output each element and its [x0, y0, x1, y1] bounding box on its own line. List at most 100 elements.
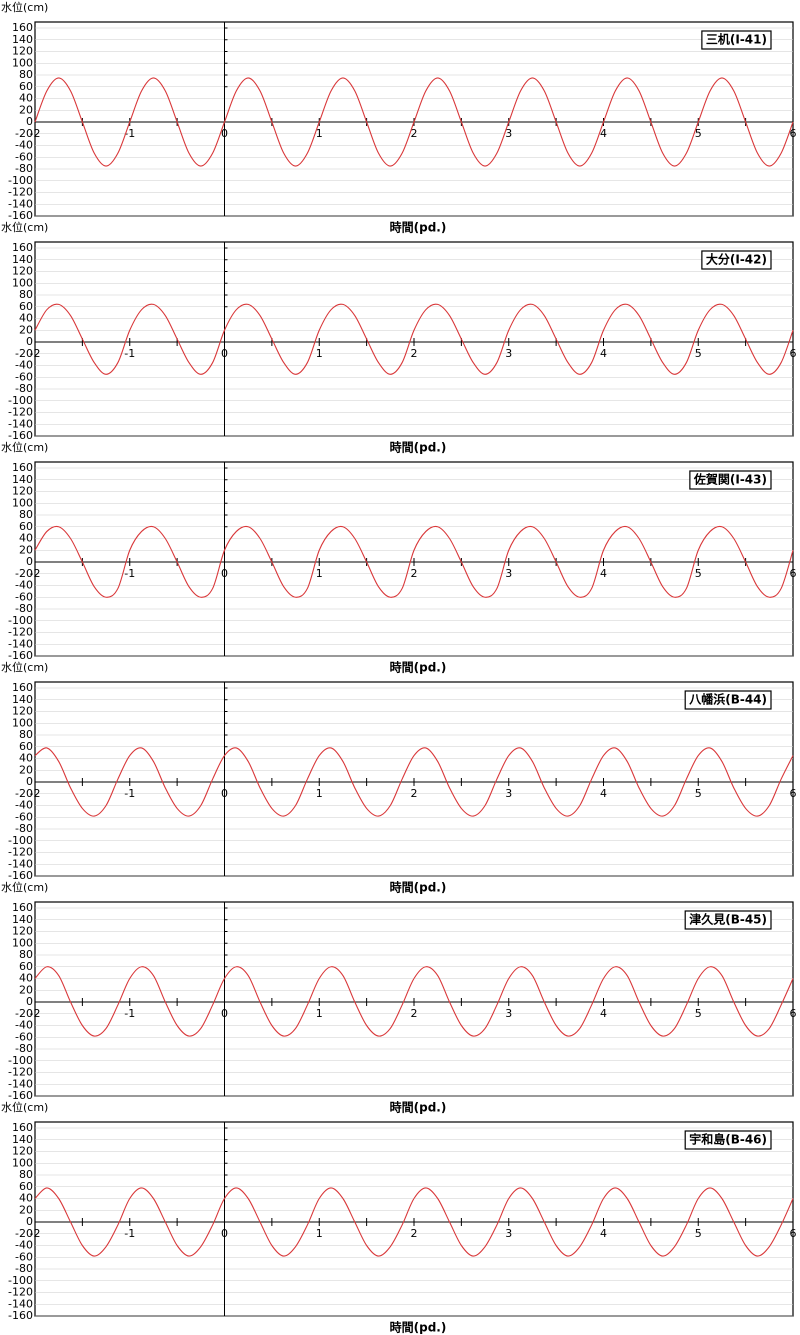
- y-tick-label: 100: [12, 716, 33, 729]
- y-tick-label: 80: [19, 288, 33, 301]
- y-tick-label: 120: [12, 485, 33, 498]
- y-tick-label: 160: [12, 461, 33, 474]
- y-axis-label: 水位(cm): [1, 0, 48, 14]
- y-tick-label: -120: [8, 406, 33, 419]
- x-tick-label: 2: [411, 787, 418, 800]
- y-tick-label: 20: [19, 543, 33, 556]
- x-tick-label: -2: [30, 1007, 41, 1020]
- x-tick-label: 3: [505, 567, 512, 580]
- y-tick-label: 160: [12, 241, 33, 254]
- x-tick-label: 0: [221, 567, 228, 580]
- y-axis-label: 水位(cm): [1, 440, 48, 454]
- data-line: [34, 525, 794, 598]
- x-axis-label: 時間(pd.): [390, 440, 447, 455]
- x-tick-label: 6: [790, 127, 797, 140]
- x-tick-label: 5: [695, 347, 702, 360]
- y-tick-label: -40: [15, 1239, 33, 1252]
- x-tick-label: 4: [600, 347, 607, 360]
- y-tick-label: -140: [8, 857, 33, 870]
- y-tick-label: -40: [15, 1019, 33, 1032]
- y-tick-label: 120: [12, 925, 33, 938]
- y-tick-label: 80: [19, 728, 33, 741]
- x-tick-label: 5: [695, 1227, 702, 1240]
- y-tick-label: 160: [12, 1121, 33, 1134]
- x-axis-label: 時間(pd.): [390, 660, 447, 675]
- x-tick-label: 0: [221, 127, 228, 140]
- y-tick-label: 60: [19, 520, 33, 533]
- y-tick-label: -140: [8, 637, 33, 650]
- y-tick-label: -120: [8, 1066, 33, 1079]
- y-tick-label: -80: [15, 602, 33, 615]
- x-tick-label: 5: [695, 567, 702, 580]
- x-tick-label: 0: [221, 1007, 228, 1020]
- x-tick-label: 6: [790, 347, 797, 360]
- y-tick-label: 160: [12, 901, 33, 914]
- y-tick-label: 60: [19, 300, 33, 313]
- x-tick-label: -1: [124, 347, 135, 360]
- x-tick-label: 2: [411, 1227, 418, 1240]
- x-tick-label: 3: [505, 787, 512, 800]
- x-tick-label: 1: [316, 787, 323, 800]
- y-axis-label: 水位(cm): [1, 220, 48, 234]
- y-tick-label: -160: [8, 1089, 33, 1102]
- y-tick-label: -40: [15, 139, 33, 152]
- y-tick-label: 80: [19, 68, 33, 81]
- y-tick-label: 0: [26, 335, 33, 348]
- y-tick-label: 100: [12, 1156, 33, 1169]
- y-tick-label: -100: [8, 1054, 33, 1067]
- data-line: [34, 303, 794, 375]
- x-tick-label: 2: [411, 567, 418, 580]
- chart-title: 佐賀関(I-43): [693, 472, 767, 487]
- y-axis-label: 水位(cm): [1, 1100, 48, 1114]
- y-tick-label: -120: [8, 626, 33, 639]
- y-tick-label: 0: [26, 775, 33, 788]
- y-tick-label: 120: [12, 705, 33, 718]
- x-tick-label: 4: [600, 1007, 607, 1020]
- y-tick-label: 160: [12, 681, 33, 694]
- x-tick-label: -2: [30, 787, 41, 800]
- y-tick-label: 60: [19, 740, 33, 753]
- y-tick-label: 140: [12, 473, 33, 486]
- data-line: [34, 966, 794, 1037]
- x-tick-label: 3: [505, 1007, 512, 1020]
- y-tick-label: -100: [8, 1274, 33, 1287]
- y-tick-label: -20: [15, 567, 33, 580]
- y-tick-label: 40: [19, 532, 33, 545]
- y-tick-label: 100: [12, 496, 33, 509]
- y-tick-label: 100: [12, 276, 33, 289]
- x-tick-label: 4: [600, 1227, 607, 1240]
- data-line: [34, 77, 794, 167]
- y-tick-label: 0: [26, 995, 33, 1008]
- x-tick-label: -1: [124, 787, 135, 800]
- title-box: [684, 1130, 772, 1150]
- y-tick-label: 60: [19, 1180, 33, 1193]
- y-tick-label: -80: [15, 162, 33, 175]
- y-tick-label: 140: [12, 913, 33, 926]
- data-line: [34, 747, 794, 817]
- y-tick-label: 140: [12, 33, 33, 46]
- x-tick-label: -1: [124, 567, 135, 580]
- x-tick-label: 1: [316, 1227, 323, 1240]
- x-tick-label: 1: [316, 127, 323, 140]
- y-tick-label: -80: [15, 382, 33, 395]
- y-tick-label: -160: [8, 209, 33, 222]
- y-tick-label: 0: [26, 555, 33, 568]
- x-tick-label: 6: [790, 787, 797, 800]
- y-tick-label: 0: [26, 115, 33, 128]
- y-tick-label: 60: [19, 80, 33, 93]
- y-tick-label: 140: [12, 253, 33, 266]
- y-tick-label: 80: [19, 948, 33, 961]
- x-tick-label: 0: [221, 347, 228, 360]
- y-tick-label: -20: [15, 347, 33, 360]
- y-tick-label: -80: [15, 1262, 33, 1275]
- y-tick-label: 40: [19, 752, 33, 765]
- y-tick-label: -140: [8, 417, 33, 430]
- y-tick-label: -40: [15, 579, 33, 592]
- y-tick-label: 140: [12, 1133, 33, 1146]
- x-axis-label: 時間(pd.): [390, 880, 447, 895]
- x-tick-label: 4: [600, 127, 607, 140]
- title-box: [684, 910, 772, 930]
- chart-title: 三机(I-41): [706, 32, 767, 47]
- x-axis-label: 時間(pd.): [390, 1320, 447, 1335]
